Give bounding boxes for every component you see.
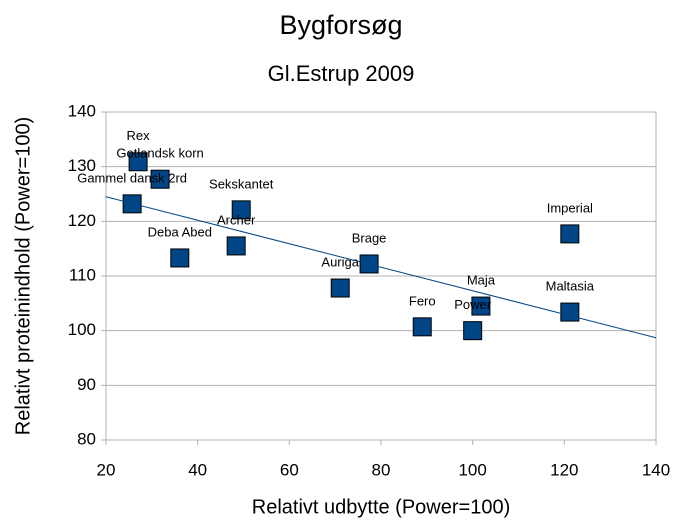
x-tick-label: 20 (97, 460, 116, 479)
point-label: Fero (409, 293, 436, 308)
point (412, 317, 432, 337)
point-label: Rex (127, 128, 151, 143)
point (463, 321, 483, 341)
x-tick-label: 120 (550, 460, 578, 479)
y-tick-label: 120 (68, 211, 96, 230)
point-label: Sekskantet (209, 176, 274, 191)
point-label: Archer (217, 212, 256, 227)
point (471, 296, 491, 316)
y-tick-label: 80 (77, 429, 96, 448)
point (128, 152, 148, 172)
x-tick-label: 80 (372, 460, 391, 479)
y-tick-label: 140 (68, 101, 96, 120)
point-label: Power (454, 297, 492, 312)
y-tick-label: 130 (68, 156, 96, 175)
x-tick-label: 60 (280, 460, 299, 479)
point-label: Gotlandsk korn (116, 146, 203, 161)
x-tick-label: 140 (642, 460, 670, 479)
y-tick-label: 90 (77, 375, 96, 394)
plot-frame (105, 111, 657, 441)
point (560, 302, 580, 322)
chart-title: Bygforsøg (279, 10, 402, 40)
y-tick-label: 110 (69, 265, 96, 284)
point-label: Imperial (547, 200, 593, 215)
x-axis-label: Relativt udbytte (Power=100) (252, 496, 510, 518)
point (150, 169, 170, 189)
point (560, 224, 580, 244)
y-tick-label: 100 (68, 320, 96, 339)
y-axis-label: Relativt proteinindhold (Power=100) (12, 117, 34, 436)
point-label: Gammel dansk 2rd (77, 170, 187, 185)
point-label: Maja (467, 273, 496, 288)
point-label: Maltasia (546, 279, 595, 294)
chart-subtitle: Gl.Estrup 2009 (268, 61, 415, 86)
x-tick-label: 100 (458, 460, 486, 479)
point (330, 278, 350, 298)
point (226, 236, 246, 256)
point (231, 200, 251, 220)
trend-line (105, 196, 657, 339)
point-label: Brage (352, 230, 387, 245)
point-label: Auriga (321, 254, 359, 269)
point-label: Deba Abed (148, 224, 212, 239)
x-tick-label: 40 (188, 460, 207, 479)
point (170, 248, 190, 268)
